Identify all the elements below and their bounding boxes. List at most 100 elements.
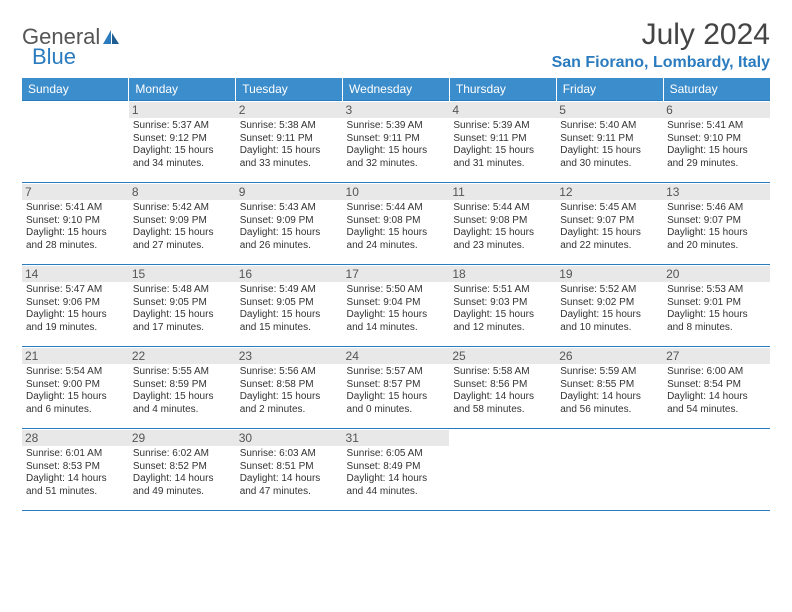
day-number: 3: [343, 102, 450, 118]
day-number: 29: [129, 430, 236, 446]
weekday-header: Saturday: [663, 78, 770, 101]
calendar-day-cell: 8Sunrise: 5:42 AMSunset: 9:09 PMDaylight…: [129, 183, 236, 265]
calendar-day-cell: 21Sunrise: 5:54 AMSunset: 9:00 PMDayligh…: [22, 347, 129, 429]
day-detail-line: Sunset: 8:49 PM: [347, 461, 446, 474]
day-detail-line: Daylight: 15 hours: [133, 309, 232, 322]
day-number: 8: [129, 184, 236, 200]
day-details: Sunrise: 5:58 AMSunset: 8:56 PMDaylight:…: [453, 366, 552, 416]
day-details: Sunrise: 5:55 AMSunset: 8:59 PMDaylight:…: [133, 366, 232, 416]
day-detail-line: Sunset: 9:12 PM: [133, 133, 232, 146]
day-detail-line: and 56 minutes.: [560, 404, 659, 417]
day-detail-line: Daylight: 15 hours: [133, 145, 232, 158]
day-detail-line: Daylight: 14 hours: [240, 473, 339, 486]
day-detail-line: Daylight: 15 hours: [560, 309, 659, 322]
location-subtitle: San Fiorano, Lombardy, Italy: [552, 54, 770, 72]
calendar-week-row: 14Sunrise: 5:47 AMSunset: 9:06 PMDayligh…: [22, 265, 770, 347]
day-detail-line: Sunrise: 5:59 AM: [560, 366, 659, 379]
calendar-table: Sunday Monday Tuesday Wednesday Thursday…: [22, 78, 770, 511]
calendar-day-cell: 24 Sunrise: 5:57 AMSunset: 8:57 PMDayligh…: [343, 347, 450, 429]
day-detail-line: Sunset: 9:08 PM: [453, 215, 552, 228]
day-details: Sunrise: 5:39 AMSunset: 9:11 PMDaylight:…: [453, 120, 552, 170]
day-detail-line: and 10 minutes.: [560, 322, 659, 335]
day-detail-line: Daylight: 15 hours: [453, 145, 552, 158]
day-detail-line: Sunrise: 5:37 AM: [133, 120, 232, 133]
day-details: Sunrise: 5:41 AMSunset: 9:10 PMDaylight:…: [26, 202, 125, 252]
calendar-day-cell: 22Sunrise: 5:55 AMSunset: 8:59 PMDayligh…: [129, 347, 236, 429]
day-detail-line: Sunset: 9:10 PM: [26, 215, 125, 228]
day-detail-line: and 22 minutes.: [560, 240, 659, 253]
calendar-day-cell: 20Sunrise: 5:53 AMSunset: 9:01 PMDayligh…: [663, 265, 770, 347]
logo-word-blue-wrap: Blue: [32, 44, 76, 70]
weekday-header: Monday: [129, 78, 236, 101]
day-number: 16: [236, 266, 343, 282]
day-detail-line: Sunrise: 5:50 AM: [347, 284, 446, 297]
calendar-day-cell: 19Sunrise: 5:52 AMSunset: 9:02 PMDayligh…: [556, 265, 663, 347]
day-detail-line: Daylight: 15 hours: [667, 227, 766, 240]
day-details: Sunrise: 5:46 AMSunset: 9:07 PMDaylight:…: [667, 202, 766, 252]
weekday-header: Wednesday: [343, 78, 450, 101]
day-detail-line: Sunset: 9:10 PM: [667, 133, 766, 146]
day-detail-line: Sunset: 9:07 PM: [667, 215, 766, 228]
day-detail-line: Sunrise: 5:42 AM: [133, 202, 232, 215]
day-detail-line: and 23 minutes.: [453, 240, 552, 253]
calendar-day-cell: 31Sunrise: 6:05 AMSunset: 8:49 PMDayligh…: [343, 429, 450, 511]
day-detail-line: Sunrise: 5:38 AM: [240, 120, 339, 133]
day-detail-line: and 0 minutes.: [347, 404, 446, 417]
day-detail-line: Sunrise: 6:01 AM: [26, 448, 125, 461]
day-detail-line: Sunset: 8:54 PM: [667, 379, 766, 392]
day-detail-line: Sunrise: 6:03 AM: [240, 448, 339, 461]
calendar-header-row: Sunday Monday Tuesday Wednesday Thursday…: [22, 78, 770, 101]
day-detail-line: Daylight: 14 hours: [26, 473, 125, 486]
day-detail-line: Daylight: 14 hours: [560, 391, 659, 404]
day-details: Sunrise: 5:57 AMSunset: 8:57 PMDaylight:…: [347, 366, 446, 416]
day-detail-line: and 44 minutes.: [347, 486, 446, 499]
day-detail-line: Sunrise: 5:57 AM: [347, 366, 446, 379]
day-number: 5: [556, 102, 663, 118]
calendar-day-cell: 17Sunrise: 5:50 AMSunset: 9:04 PMDayligh…: [343, 265, 450, 347]
day-detail-line: Sunrise: 5:55 AM: [133, 366, 232, 379]
calendar-day-cell: 18Sunrise: 5:51 AMSunset: 9:03 PMDayligh…: [449, 265, 556, 347]
day-detail-line: and 28 minutes.: [26, 240, 125, 253]
calendar-day-cell: 29Sunrise: 6:02 AMSunset: 8:52 PMDayligh…: [129, 429, 236, 511]
page-header: General July 2024 San Fiorano, Lombardy,…: [22, 18, 770, 72]
day-detail-line: Sunset: 9:08 PM: [347, 215, 446, 228]
day-number: 31: [343, 430, 450, 446]
calendar-day-cell: [663, 429, 770, 511]
calendar-day-cell: 28Sunrise: 6:01 AMSunset: 8:53 PMDayligh…: [22, 429, 129, 511]
day-detail-line: Sunrise: 5:47 AM: [26, 284, 125, 297]
calendar-day-cell: 14Sunrise: 5:47 AMSunset: 9:06 PMDayligh…: [22, 265, 129, 347]
day-details: Sunrise: 5:49 AMSunset: 9:05 PMDaylight:…: [240, 284, 339, 334]
day-detail-line: Sunrise: 5:48 AM: [133, 284, 232, 297]
day-number: 14: [22, 266, 129, 282]
day-detail-line: Daylight: 14 hours: [347, 473, 446, 486]
calendar-week-row: 21Sunrise: 5:54 AMSunset: 9:00 PMDayligh…: [22, 347, 770, 429]
calendar-day-cell: 27Sunrise: 6:00 AMSunset: 8:54 PMDayligh…: [663, 347, 770, 429]
day-detail-line: Sunset: 9:05 PM: [133, 297, 232, 310]
day-detail-line: and 2 minutes.: [240, 404, 339, 417]
day-details: Sunrise: 5:45 AMSunset: 9:07 PMDaylight:…: [560, 202, 659, 252]
day-detail-line: Daylight: 15 hours: [453, 227, 552, 240]
day-detail-line: and 17 minutes.: [133, 322, 232, 335]
day-detail-line: Sunset: 8:52 PM: [133, 461, 232, 474]
day-detail-line: Sunset: 8:53 PM: [26, 461, 125, 474]
day-detail-line: Sunset: 9:09 PM: [133, 215, 232, 228]
calendar-day-cell: 4Sunrise: 5:39 AMSunset: 9:11 PMDaylight…: [449, 101, 556, 183]
day-detail-line: Sunset: 9:00 PM: [26, 379, 125, 392]
calendar-week-row: 28Sunrise: 6:01 AMSunset: 8:53 PMDayligh…: [22, 429, 770, 511]
day-number: 24: [343, 348, 450, 364]
day-detail-line: Sunrise: 5:44 AM: [453, 202, 552, 215]
day-detail-line: Daylight: 14 hours: [133, 473, 232, 486]
calendar-day-cell: 16 Sunrise: 5:49 AMSunset: 9:05 PMDayligh…: [236, 265, 343, 347]
day-details: Sunrise: 5:44 AMSunset: 9:08 PMDaylight:…: [453, 202, 552, 252]
day-detail-line: and 32 minutes.: [347, 158, 446, 171]
day-detail-line: Sunset: 9:11 PM: [240, 133, 339, 146]
day-details: Sunrise: 5:39 AMSunset: 9:11 PMDaylight:…: [347, 120, 446, 170]
day-details: Sunrise: 6:00 AMSunset: 8:54 PMDaylight:…: [667, 366, 766, 416]
day-details: Sunrise: 5:43 AMSunset: 9:09 PMDaylight:…: [240, 202, 339, 252]
day-detail-line: Daylight: 15 hours: [240, 145, 339, 158]
day-detail-line: and 51 minutes.: [26, 486, 125, 499]
day-number: 13: [663, 184, 770, 200]
day-detail-line: and 29 minutes.: [667, 158, 766, 171]
day-detail-line: Daylight: 15 hours: [667, 145, 766, 158]
calendar-day-cell: 3 Sunrise: 5:39 AMSunset: 9:11 PMDaylight…: [343, 101, 450, 183]
